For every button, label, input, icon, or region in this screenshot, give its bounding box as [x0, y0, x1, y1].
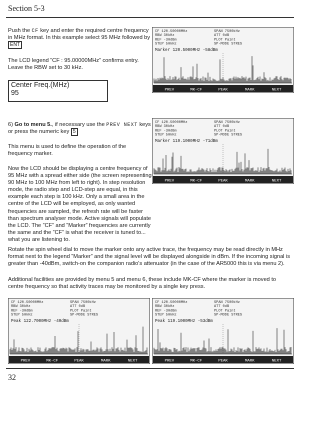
- lcd-spectrum: [9, 326, 148, 354]
- lcd-param: SPAN 7500kHz: [70, 300, 96, 305]
- lcd-menu-label: NEXT: [272, 359, 282, 363]
- lcd-menu-label: MK-CF: [190, 88, 203, 92]
- lcd-menu-label: PREV: [165, 359, 175, 363]
- lcd-param: REF -30dBm: [155, 37, 177, 42]
- text: keys or press the numeric key: [8, 122, 151, 136]
- lcd-param: CF 120.50000MHz: [11, 301, 43, 305]
- lcd-menu-label: MK-CF: [46, 359, 59, 363]
- lcd-marker: Marker 119.1000MHz -71dBm: [155, 139, 218, 144]
- page: Section 5-3 Push the CF key and enter th…: [6, 4, 294, 382]
- lcd-menu-label: PEAK: [74, 359, 84, 363]
- lcd-spectrum: [153, 328, 292, 354]
- lcd-menu-label: MARK: [101, 359, 111, 363]
- lcd-param: STEP 50kHz: [11, 313, 33, 318]
- lcd-param: REF -30dBm: [11, 308, 33, 313]
- lcd-param: STEP 50kHz: [155, 133, 177, 138]
- lcd-marker: Peak 119.1000MHz -53dBm: [155, 319, 213, 324]
- lcd-param: SPAN 7500kHz: [214, 300, 240, 305]
- key-label: PREV NEXT: [106, 122, 138, 128]
- lcd-param: SPAN 7500kHz: [214, 120, 240, 125]
- paragraph: Additional facilities are provided by me…: [8, 277, 277, 291]
- paragraph: This menu is used to define the operatio…: [8, 144, 127, 158]
- lcd-menu-label: MK-CF: [190, 359, 203, 363]
- text: Go to menu 5.: [14, 122, 52, 128]
- lcd-param: STEP 50kHz: [155, 313, 177, 318]
- lcd-menu-label: MARK: [245, 179, 255, 183]
- lcd-param: RBW 30kHz: [155, 33, 174, 38]
- lcd-menu-label: NEXT: [272, 88, 282, 92]
- lcd-param: STEP 50kHz: [155, 42, 177, 47]
- paragraph: 6) Go to menu 5., if necessary use the P…: [8, 122, 152, 137]
- lcd-param: SP-MODE STRES: [214, 314, 242, 318]
- lcd-param: RBW 30kHz: [155, 124, 174, 129]
- lcd-menu-label: PREV: [165, 88, 175, 92]
- lcd-menu-bar: [153, 85, 293, 92]
- section-header: Section 5-3: [8, 4, 45, 13]
- lcd-spectrum: [153, 56, 292, 83]
- lcd-screen: CF 120.50000MHz SPAN 7500kHz RBW 30kHz ATT …: [152, 118, 294, 184]
- lcd-param: SP-MODE STRES: [214, 134, 242, 138]
- lcd-param: CF 120.50000MHz: [155, 30, 187, 34]
- lcd-menu-label: MARK: [245, 359, 255, 363]
- lcd-menu-label: PEAK: [218, 179, 228, 183]
- lcd-screen: CF 120.50000MHz SPAN 7500kHz RBW 30kHz ATT …: [152, 27, 294, 93]
- lcd-value: 95: [11, 90, 19, 97]
- lcd-param: RBW 30kHz: [155, 304, 174, 309]
- lcd-param: CF 120.50000MHz: [155, 121, 187, 125]
- paragraph: The LCD legend “CF : 95.00000MHz” confir…: [8, 58, 139, 72]
- lcd-param: SP-MODE STRES: [214, 43, 242, 47]
- lcd-param: SP-MODE STRES: [70, 314, 98, 318]
- lcd-menu-bar: [9, 356, 149, 363]
- lcd-param: REF -30dBm: [155, 308, 177, 313]
- footer-rule: [6, 368, 294, 369]
- key-label: ENT: [8, 41, 22, 50]
- text: key and enter the required centre freque…: [8, 28, 151, 42]
- lcd-marker: Peak 122.7000MHz -40dBm: [11, 319, 69, 324]
- lcd-menu-label: MK-CF: [190, 179, 203, 183]
- key-label: 5: [70, 128, 78, 137]
- lcd-param: REF -30dBm: [155, 128, 177, 133]
- lcd-param: ATT 0dB: [214, 124, 230, 129]
- lcd-param: ATT 0dB: [70, 304, 86, 309]
- lcd-label: Center Freq.(MHz): [11, 82, 70, 89]
- lcd-menu-label: NEXT: [272, 179, 282, 183]
- key-label: CF: [31, 28, 39, 34]
- lcd-menu-label: NEXT: [128, 359, 138, 363]
- lcd-param: PLOT Paint: [214, 128, 236, 133]
- lcd-screen: CF 120.50000MHz SPAN 7500kHz RBW 30kHz ATT …: [8, 298, 150, 364]
- lcd-box: Center Freq.(MHz) 95: [8, 80, 108, 102]
- text: Push the: [8, 28, 32, 34]
- lcd-menu-label: PEAK: [218, 88, 228, 92]
- text: , if necessary use the: [51, 122, 107, 128]
- lcd-param: PLOT Paint: [214, 37, 236, 42]
- page-number: 32: [8, 373, 16, 382]
- lcd-menu-bar: [153, 176, 293, 183]
- lcd-screen: CF 120.50000MHz SPAN 7500kHz RBW 30kHz ATT …: [152, 298, 294, 364]
- paragraph: Now the LCD should be displaying a centr…: [8, 166, 152, 243]
- lcd-marker: Marker 120.5000MHz -58dBm: [155, 48, 218, 53]
- lcd-menu-bar: [153, 356, 293, 363]
- header-rule: [6, 17, 294, 18]
- lcd-menu-label: PREV: [21, 359, 31, 363]
- text: 6): [8, 122, 15, 128]
- lcd-param: ATT 0dB: [214, 304, 230, 309]
- lcd-menu-label: PREV: [165, 179, 175, 183]
- paragraph: Rotate the spin wheel dial to move the m…: [8, 247, 291, 268]
- lcd-menu-label: PEAK: [218, 359, 228, 363]
- paragraph: Push the CF key and enter the required c…: [8, 28, 152, 50]
- lcd-param: PLOT Paint: [214, 308, 236, 313]
- lcd-param: CF 120.50000MHz: [155, 301, 187, 305]
- lcd-spectrum: [153, 148, 292, 174]
- lcd-param: SPAN 7500kHz: [214, 29, 240, 34]
- lcd-param: PLOT Paint: [70, 308, 92, 313]
- lcd-param: ATT 0dB: [214, 33, 230, 38]
- lcd-param: RBW 30kHz: [11, 304, 30, 309]
- lcd-menu-label: MARK: [245, 88, 255, 92]
